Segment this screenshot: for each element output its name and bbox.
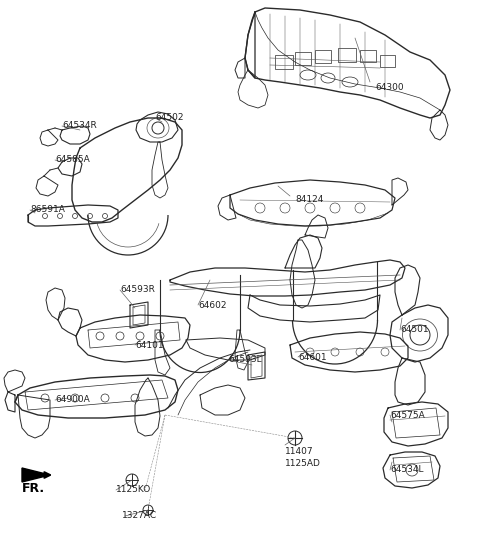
Text: 1125AD: 1125AD bbox=[285, 458, 321, 468]
Text: 1125KO: 1125KO bbox=[116, 486, 151, 494]
Text: 64585A: 64585A bbox=[55, 155, 90, 165]
Text: 64534R: 64534R bbox=[62, 121, 97, 131]
Text: 64300: 64300 bbox=[375, 84, 404, 92]
Bar bbox=[275, 55, 293, 69]
Bar bbox=[360, 50, 376, 62]
Text: 64575A: 64575A bbox=[390, 410, 425, 420]
Text: 64593R: 64593R bbox=[120, 286, 155, 294]
Polygon shape bbox=[22, 468, 50, 482]
Text: 64593L: 64593L bbox=[228, 356, 262, 364]
Text: 11407: 11407 bbox=[285, 447, 313, 457]
Text: FR.: FR. bbox=[22, 481, 45, 494]
Text: 64601: 64601 bbox=[298, 352, 326, 362]
Text: 64502: 64502 bbox=[155, 113, 183, 123]
Text: 64501: 64501 bbox=[400, 325, 429, 335]
Text: 64534L: 64534L bbox=[390, 465, 423, 474]
Bar bbox=[380, 55, 395, 67]
Text: 64101: 64101 bbox=[135, 340, 164, 350]
Text: 64900A: 64900A bbox=[55, 395, 90, 404]
Bar bbox=[295, 52, 311, 65]
Bar bbox=[315, 50, 331, 63]
Text: 1327AC: 1327AC bbox=[122, 511, 157, 521]
Text: 84124: 84124 bbox=[295, 195, 324, 205]
Bar bbox=[338, 48, 356, 62]
Text: 86591A: 86591A bbox=[30, 206, 65, 214]
Text: 64602: 64602 bbox=[198, 300, 227, 310]
